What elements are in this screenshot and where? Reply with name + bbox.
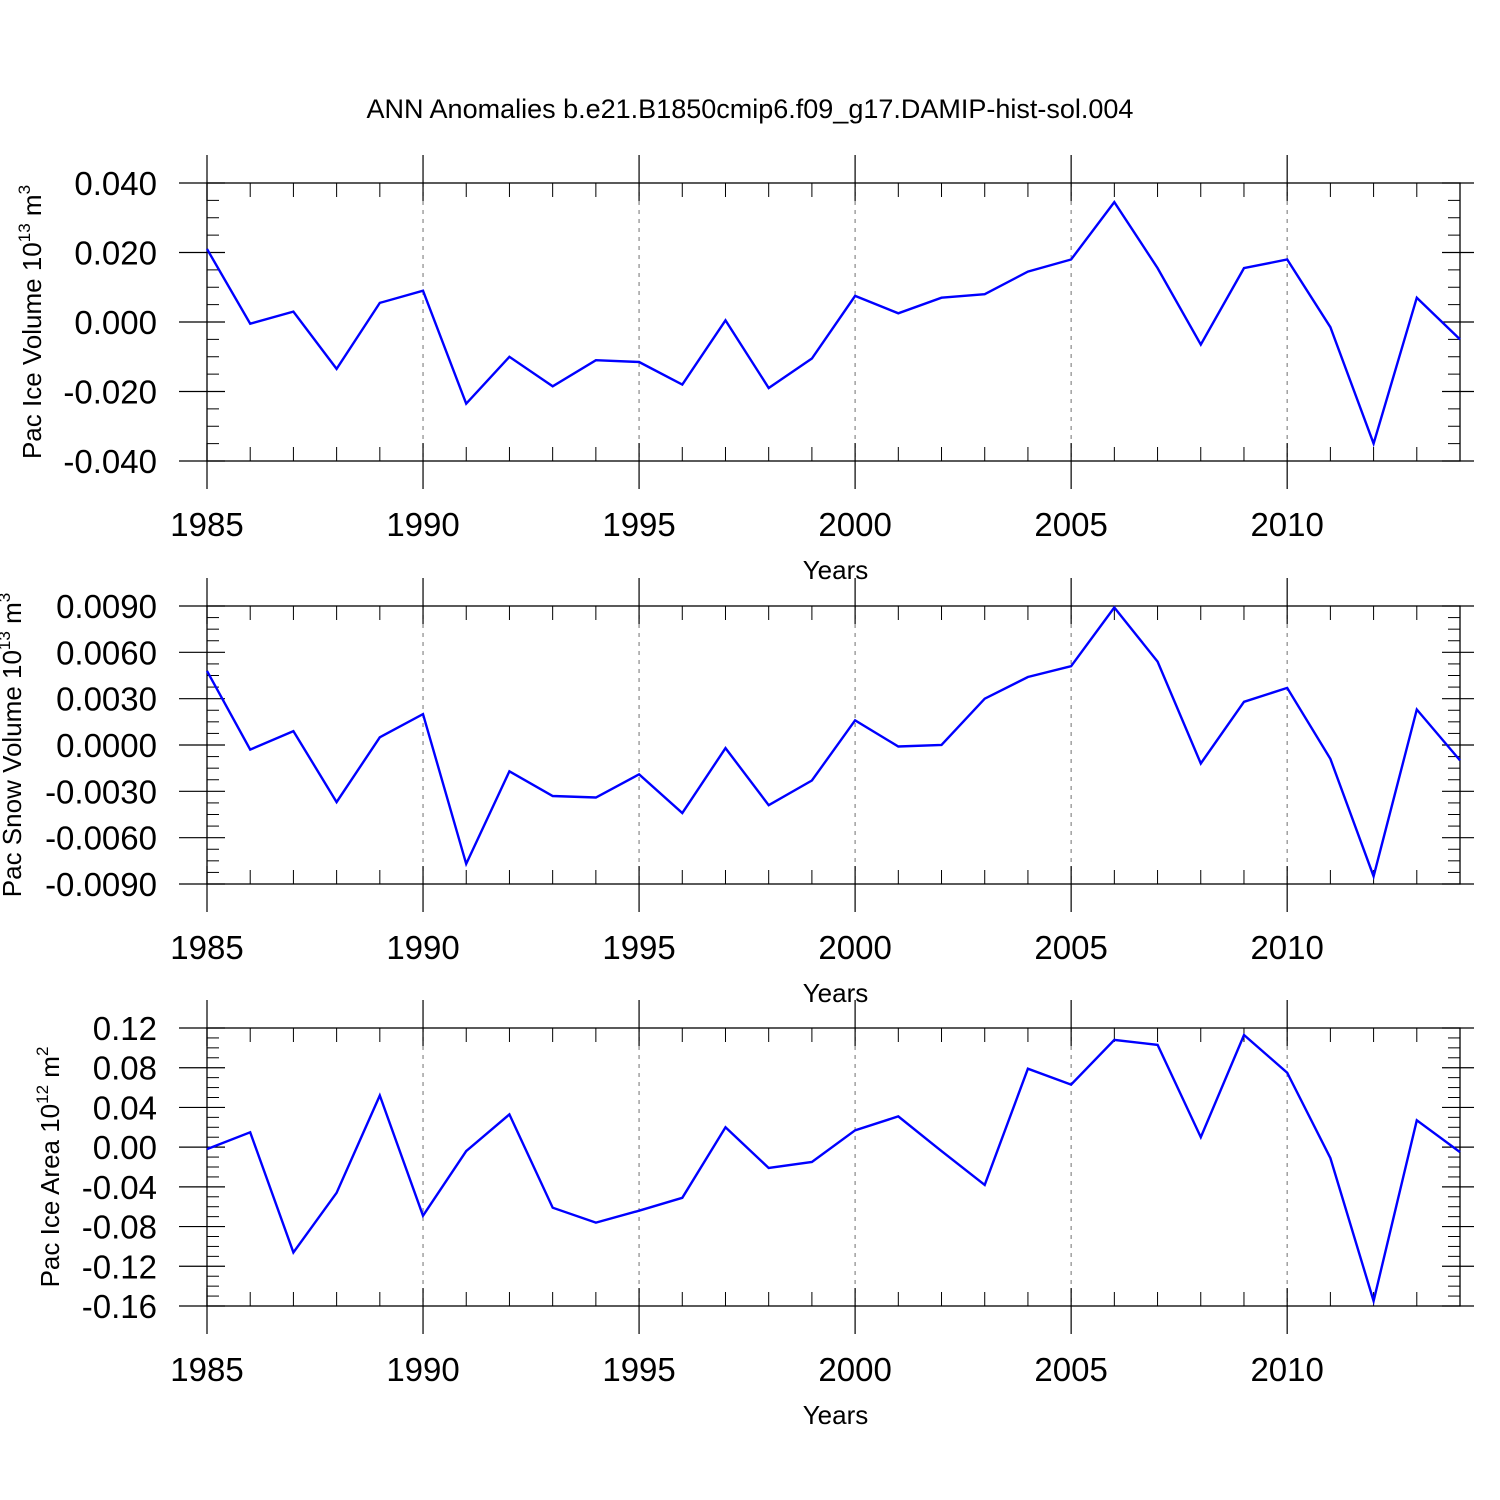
y-axis-title-unit-exponent: 3 <box>0 593 14 602</box>
x-tick-label: 1995 <box>602 929 675 966</box>
x-tick-label: 1990 <box>386 929 459 966</box>
y-tick-label: 0.0090 <box>56 588 157 625</box>
y-tick-label: 0.000 <box>74 304 157 341</box>
x-axis-title: Years <box>803 978 869 1008</box>
x-axis-title: Years <box>803 555 869 585</box>
y-axis-title-text: Pac Snow Volume 10 <box>0 650 27 897</box>
y-tick-label: 0.0030 <box>56 681 157 718</box>
plot-frame <box>206 1027 1461 1307</box>
y-tick-label: 0.00 <box>93 1129 157 1166</box>
x-tick-label: 2005 <box>1034 929 1107 966</box>
y-axis-title-exponent: 13 <box>15 223 34 242</box>
series-line <box>205 200 1461 448</box>
y-axis-title: Pac Ice Volume 1013 m3 <box>15 185 47 459</box>
series-line <box>206 1033 1461 1306</box>
y-tick-label: 0.08 <box>93 1050 157 1087</box>
y-tick-label: -0.08 <box>82 1209 157 1246</box>
y-tick-label: -0.12 <box>82 1248 157 1285</box>
y-axis-title: Pac Ice Area 1012 m2 <box>33 1047 65 1288</box>
y-axis-title-text: Pac Ice Volume 10 <box>17 242 47 459</box>
plot-frame <box>206 182 1461 462</box>
x-tick-label: 1990 <box>386 506 459 543</box>
y-axis-title-exponent: 12 <box>33 1085 52 1104</box>
x-tick-label: 1995 <box>602 506 675 543</box>
series-line <box>205 605 1461 881</box>
y-tick-label: 0.040 <box>74 165 157 202</box>
x-tick-label: 1995 <box>602 1351 675 1388</box>
y-tick-label: -0.040 <box>63 443 157 480</box>
y-tick-label: -0.04 <box>82 1169 157 1206</box>
y-axis-title-unit: m <box>35 1056 65 1085</box>
y-axis-title-unit-exponent: 2 <box>33 1047 52 1056</box>
y-axis-title-unit-exponent: 3 <box>15 185 34 194</box>
x-axis-title: Years <box>803 1400 869 1430</box>
y-axis-title-unit: m <box>0 602 27 631</box>
y-tick-label: 0.0060 <box>56 634 157 671</box>
y-tick-label: 0.04 <box>93 1089 157 1126</box>
chart-title: ANN Anomalies b.e21.B1850cmip6.f09_g17.D… <box>367 94 1134 124</box>
y-axis-title-exponent: 13 <box>0 631 14 650</box>
x-tick-label: 2010 <box>1250 929 1323 966</box>
x-tick-label: 2010 <box>1250 1351 1323 1388</box>
y-axis-title: Pac Snow Volume 1013 m3 <box>0 593 27 897</box>
panel-pac-ice-volume: 1985 1990 1995 2000 2005 2010 0.040 0.020 0.000 -… <box>15 155 1474 585</box>
x-tick-label: 2005 <box>1034 506 1107 543</box>
x-tick-label: 2000 <box>818 929 891 966</box>
y-tick-label: -0.0060 <box>45 820 157 857</box>
y-tick-label: 0.020 <box>74 235 157 272</box>
y-axis-title-unit: m <box>17 194 47 223</box>
plot-frame <box>206 605 1461 885</box>
y-tick-label: -0.0090 <box>45 866 157 903</box>
x-tick-label: 2005 <box>1034 1351 1107 1388</box>
y-axis-title-text: Pac Ice Area 10 <box>35 1104 65 1288</box>
y-tick-label: -0.0030 <box>45 773 157 810</box>
y-tick-label: 0.0000 <box>56 727 157 764</box>
x-tick-label: 1990 <box>386 1351 459 1388</box>
x-tick-label: 2000 <box>818 506 891 543</box>
panel-pac-ice-area: 1985 1990 1995 2000 2005 2010 0.120.080.040.00… <box>33 1000 1474 1430</box>
x-tick-label: 2000 <box>818 1351 891 1388</box>
x-tick-label: 2010 <box>1250 506 1323 543</box>
y-tick-label: -0.020 <box>63 374 157 411</box>
y-tick-label: -0.16 <box>82 1288 157 1325</box>
x-tick-label: 1985 <box>170 506 243 543</box>
x-tick-label: 1985 <box>170 929 243 966</box>
y-tick-label: 0.12 <box>93 1010 157 1047</box>
x-tick-label: 1985 <box>170 1351 243 1388</box>
panel-pac-snow-volume: 1985 1990 1995 2000 2005 2010 0.0090 0.0060 0.00… <box>0 578 1474 1008</box>
